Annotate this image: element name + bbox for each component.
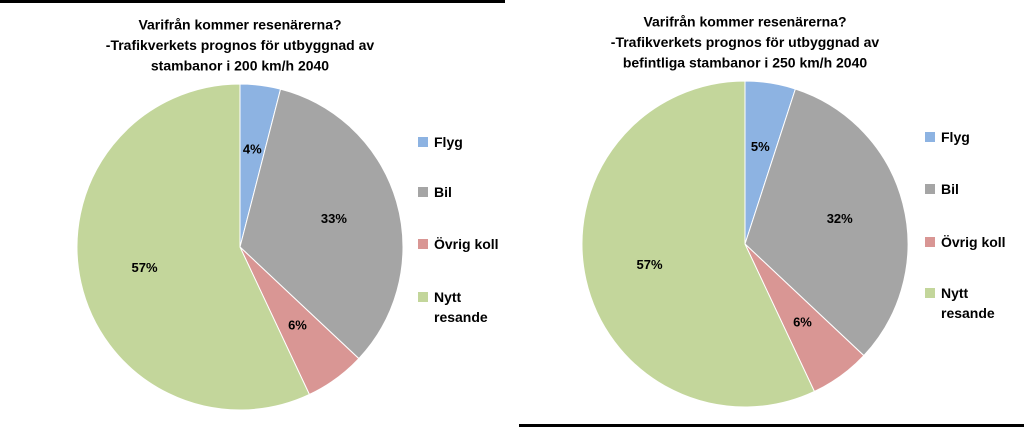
legend-entry: Nytt resande (418, 287, 508, 327)
chart-title: stambanor i 200 km/h 2040 (151, 58, 329, 74)
data-label: 57% (132, 260, 158, 275)
pie-slice (239, 88, 404, 360)
legend-swatch (925, 184, 935, 194)
chart-title: -Trafikverkets prognos för utbyggnad av (106, 37, 375, 53)
chart-title: Varifrån kommer resenärerna? (138, 17, 341, 33)
legend-swatch (925, 288, 935, 298)
legend-swatch (925, 132, 935, 142)
legend-swatch (418, 239, 428, 249)
data-label: 4% (243, 141, 262, 156)
top-rule (0, 0, 505, 3)
legend-label: Bil (941, 181, 959, 197)
legend-label: Nytt resande (434, 289, 488, 325)
legend-label: Flyg (434, 134, 463, 150)
legend-entry: Flyg (418, 132, 508, 152)
legend-label: Bil (434, 184, 452, 200)
legend-swatch (418, 137, 428, 147)
data-label: 5% (751, 139, 770, 154)
legend-swatch (925, 237, 935, 247)
legend-label: Flyg (941, 129, 970, 145)
legend-swatch (418, 292, 428, 302)
legend-entry: Övrig koll (418, 234, 508, 254)
pie-slice (581, 80, 816, 408)
legend-label: Nytt resande (941, 285, 995, 321)
chart-title: befintliga stambanor i 250 km/h 2040 (623, 55, 868, 71)
data-label: 33% (321, 211, 347, 226)
chart-title: -Trafikverkets prognos för utbyggnad av (611, 34, 880, 50)
legend-entry: Nytt resande (925, 283, 1015, 323)
data-label: 32% (827, 211, 853, 226)
data-label: 6% (793, 315, 812, 330)
data-label: 57% (637, 257, 663, 272)
data-label: 6% (288, 318, 307, 333)
legend-entry: Bil (418, 182, 508, 202)
legend-label: Övrig koll (941, 234, 1006, 250)
legend-entry: Bil (925, 179, 1015, 199)
pie-slice (744, 88, 909, 357)
bottom-rule (519, 424, 1024, 427)
legend-label: Övrig koll (434, 236, 499, 252)
legend-swatch (418, 187, 428, 197)
legend-entry: Övrig koll (925, 232, 1015, 252)
pie-slice (76, 83, 311, 411)
chart-title: Varifrån kommer resenärerna? (643, 14, 846, 30)
legend-entry: Flyg (925, 127, 1015, 147)
